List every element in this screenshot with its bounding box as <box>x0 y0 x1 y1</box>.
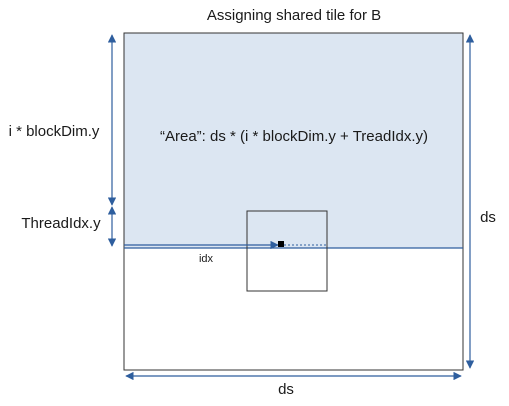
tile-square <box>246 210 328 292</box>
idx-label: idx <box>199 253 214 265</box>
bottom-ds-label: ds <box>278 381 294 398</box>
area-label: “Area”: ds * (i * blockDim.y + TreadIdx.… <box>160 128 428 145</box>
shaded-area-region <box>124 33 463 248</box>
thread-point <box>278 241 284 247</box>
right-ds-label: ds <box>480 209 496 226</box>
block-offset-label: i * blockDim.y <box>9 123 100 140</box>
thread-offset-label: ThreadIdx.y <box>21 215 101 232</box>
matrix-square <box>123 32 464 371</box>
diagram-title: Assigning shared tile for B <box>207 7 381 24</box>
